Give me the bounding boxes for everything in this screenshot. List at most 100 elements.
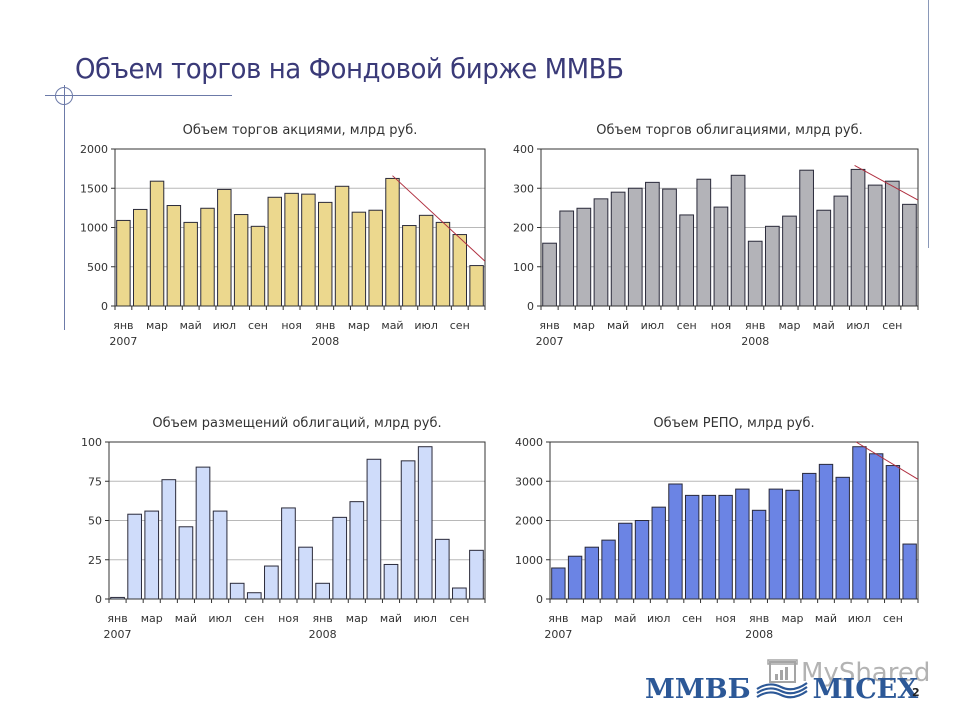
bar <box>368 209 383 307</box>
y-tick-label: 1000 <box>80 222 108 235</box>
bar <box>799 169 814 307</box>
x-tick-label: июл <box>413 612 436 625</box>
x-tick-label: мар <box>778 319 800 332</box>
x-tick-label: мар <box>782 612 804 625</box>
chart-repo-volume: Объем РЕПО, млрд руб. 0 1000 2000 3000 4000 ян… <box>490 408 930 648</box>
bar <box>349 501 365 600</box>
decorative-right-line <box>928 0 929 248</box>
y-tick-label: 50 <box>88 515 102 528</box>
chart-svg: Объем торгов облигациями, млрд руб. 0 100 2… <box>513 123 919 348</box>
x-tick-label: июл <box>647 612 670 625</box>
x-year-label: 2007 <box>109 335 137 348</box>
x-tick-label: янв <box>749 612 769 625</box>
bar <box>696 178 712 307</box>
x-year-label: 2008 <box>741 335 769 348</box>
x-tick-label: сен <box>248 319 268 332</box>
chart-stock-trading-volume: Объем торгов акциями, млрд руб. 0 500 1000 1… <box>60 115 490 355</box>
x-tick-label: ноя <box>715 612 736 625</box>
y-tick-label: 2000 <box>515 515 543 528</box>
y-tick-label: 500 <box>87 261 108 274</box>
x-year-label: 2007 <box>536 335 564 348</box>
bar <box>383 563 399 600</box>
bar <box>662 188 677 307</box>
bar <box>852 446 867 600</box>
bar <box>217 188 232 307</box>
bar <box>567 555 583 600</box>
bar <box>610 191 626 307</box>
y-tick-label: 100 <box>513 261 534 274</box>
trend-line <box>392 175 486 262</box>
y-tick-label: 25 <box>88 554 102 567</box>
x-tick-label: сен <box>882 319 902 332</box>
bar <box>200 207 215 307</box>
bar <box>627 187 643 307</box>
bar <box>768 488 784 600</box>
bar <box>816 209 832 307</box>
bar <box>735 488 750 600</box>
bar <box>747 240 763 307</box>
x-tick-label: сен <box>450 319 470 332</box>
bar <box>229 582 245 600</box>
x-tick-label: сен <box>677 319 697 332</box>
bar <box>133 208 148 307</box>
bar <box>301 193 316 307</box>
x-tick-label: мар <box>346 612 368 625</box>
x-tick-label: ноя <box>278 612 299 625</box>
bar <box>764 225 780 307</box>
chart-bond-trading-volume: Объем торгов облигациями, млрд руб. 0 100 2… <box>490 115 930 355</box>
bar <box>435 221 451 307</box>
bar <box>183 221 198 307</box>
bar <box>902 203 917 307</box>
bar <box>195 466 211 600</box>
trend-line <box>855 441 919 480</box>
bar <box>332 516 348 600</box>
bar <box>835 476 850 600</box>
bar <box>417 446 433 600</box>
x-tick-label: июл <box>846 319 869 332</box>
bar <box>267 196 283 307</box>
bar <box>418 214 434 307</box>
bar <box>634 520 650 600</box>
bar <box>469 549 484 600</box>
decorative-vertical-line <box>64 85 65 330</box>
x-year-label: 2007 <box>104 628 132 641</box>
x-tick-label: май <box>380 612 402 625</box>
x-tick-label: май <box>813 319 835 332</box>
bar <box>782 215 797 307</box>
bar <box>593 198 609 307</box>
bar <box>668 483 683 600</box>
bar <box>149 180 165 307</box>
watermark-text: MyShared <box>801 658 931 688</box>
bar <box>334 185 350 307</box>
bar <box>902 543 917 600</box>
bar <box>785 489 800 600</box>
bar <box>250 225 266 307</box>
x-tick-label: июл <box>848 612 871 625</box>
bar <box>542 242 557 307</box>
y-tick-label: 0 <box>101 300 108 313</box>
y-tick-label: 0 <box>527 300 534 313</box>
bar <box>315 582 330 600</box>
x-tick-label: мар <box>146 319 168 332</box>
x-tick-label: май <box>614 612 636 625</box>
bar <box>679 214 695 307</box>
bar <box>576 207 592 307</box>
trend-line <box>854 165 919 201</box>
bar <box>833 195 849 307</box>
bar <box>551 567 566 600</box>
bar <box>233 214 249 307</box>
bar <box>802 472 817 600</box>
bar <box>730 174 746 307</box>
bar <box>868 453 884 600</box>
logo-waves-icon <box>756 681 808 698</box>
x-tick-label: июл <box>641 319 664 332</box>
bar <box>161 479 177 600</box>
bar <box>400 460 416 600</box>
decorative-horizontal-line <box>45 95 232 96</box>
bar <box>559 210 575 307</box>
y-tick-label: 4000 <box>515 436 543 449</box>
bar <box>116 219 131 307</box>
page-number: 2 <box>912 686 920 699</box>
x-tick-label: сен <box>682 612 702 625</box>
bar <box>850 168 866 307</box>
